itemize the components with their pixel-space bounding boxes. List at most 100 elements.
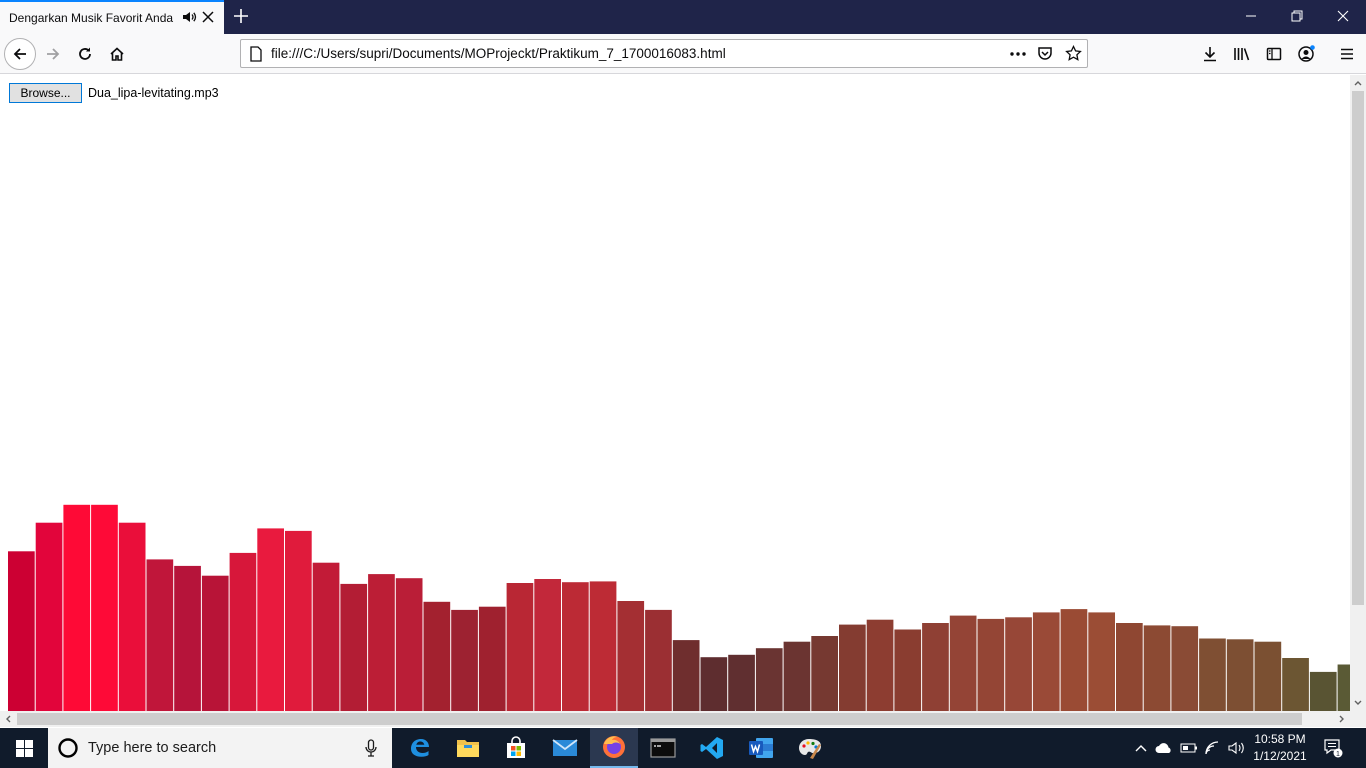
firefox-icon (603, 736, 625, 758)
pocket-icon[interactable] (1037, 45, 1053, 61)
sidebar-button[interactable] (1258, 38, 1290, 70)
scroll-down-arrow-icon[interactable] (1354, 699, 1362, 707)
visualizer-bar (1116, 623, 1143, 711)
taskbar-clock[interactable]: 10:58 PM 1/12/2021 (1248, 731, 1312, 765)
taskbar-terminal[interactable] (639, 728, 687, 768)
taskbar-vscode[interactable] (688, 728, 736, 768)
onedrive-tray[interactable] (1154, 738, 1174, 758)
bookmark-star-icon[interactable] (1065, 45, 1082, 62)
visualizer-bar (1226, 639, 1254, 711)
taskbar-file-explorer[interactable] (444, 728, 492, 768)
vertical-scroll-thumb[interactable] (1352, 91, 1364, 605)
scroll-up-arrow-icon[interactable] (1354, 79, 1362, 87)
visualizer-bar (728, 654, 755, 711)
reload-icon (79, 47, 91, 60)
network-tray[interactable] (1203, 738, 1223, 758)
microphone-icon[interactable] (364, 739, 378, 757)
taskbar-firefox[interactable] (590, 728, 638, 768)
visualizer-bar (35, 522, 63, 711)
vscode-icon (700, 737, 723, 759)
visualizer-bar (395, 578, 423, 711)
visualizer-bar (1254, 641, 1282, 711)
terminal-icon (650, 738, 676, 758)
wifi-icon (1205, 741, 1219, 755)
visualizer-bar (1171, 626, 1199, 711)
volume-icon (1228, 741, 1244, 755)
cortana-circle-icon (58, 738, 78, 758)
audio-visualizer (8, 504, 1350, 711)
vertical-scrollbar[interactable] (1350, 75, 1366, 711)
library-icon (1234, 48, 1250, 61)
volume-tray[interactable] (1227, 738, 1247, 758)
visualizer-bar (423, 601, 451, 711)
restore-button[interactable] (1274, 0, 1320, 32)
scroll-left-arrow-icon[interactable] (4, 715, 12, 723)
reload-button[interactable] (69, 38, 101, 70)
downloads-button[interactable] (1194, 38, 1226, 70)
home-icon (110, 47, 124, 61)
battery-tray[interactable] (1179, 738, 1199, 758)
visualizer-bar (174, 565, 201, 711)
forward-button[interactable] (37, 38, 69, 70)
visualizer-bar (922, 623, 949, 711)
home-button[interactable] (101, 38, 133, 70)
address-bar[interactable]: file:///C:/Users/supri/Documents/MOProje… (240, 39, 1088, 68)
visualizer-bar (91, 504, 118, 711)
visualizer-bar (839, 624, 866, 711)
visualizer-bar (1282, 658, 1309, 711)
notification-count: 1 (1336, 751, 1340, 758)
action-center-button[interactable]: 1 (1323, 738, 1343, 758)
cloud-icon (1155, 743, 1171, 753)
new-tab-icon[interactable] (232, 7, 250, 25)
library-button[interactable] (1226, 38, 1258, 70)
visualizer-bar (257, 528, 284, 711)
store-bag-icon (507, 736, 525, 758)
start-button[interactable] (0, 728, 48, 768)
visualizer-bar (589, 581, 617, 711)
horizontal-scroll-thumb[interactable] (17, 713, 1302, 725)
scroll-right-arrow-icon[interactable] (1338, 715, 1346, 723)
visualizer-bar (1088, 612, 1115, 711)
visualizer-bar (118, 522, 146, 711)
taskbar-word[interactable] (737, 728, 785, 768)
folder-icon (457, 740, 479, 757)
visualizer-bar (1060, 609, 1088, 711)
tab-active[interactable]: Dengarkan Musik Favorit Anda (0, 0, 224, 34)
minimize-button[interactable] (1228, 0, 1274, 32)
word-icon (749, 738, 773, 758)
page-content: Browse... Dua_lipa-levitating.mp3 (0, 75, 1350, 711)
show-hidden-icons-button[interactable] (1131, 738, 1151, 758)
page-actions-icon[interactable] (1009, 47, 1027, 61)
visualizer-bar (700, 657, 728, 711)
visualizer-bar (478, 606, 506, 711)
taskbar-store[interactable] (492, 728, 540, 768)
account-button[interactable] (1290, 38, 1322, 70)
taskbar-search-placeholder: Type here to search (88, 740, 217, 756)
speaker-icon[interactable] (181, 9, 197, 25)
taskbar: Type here to search (0, 728, 1366, 768)
visualizer-bar (949, 615, 977, 711)
visualizer-bar (562, 582, 589, 711)
url-text[interactable]: file:///C:/Users/supri/Documents/MOProje… (271, 46, 726, 61)
horizontal-scrollbar[interactable] (0, 711, 1350, 727)
visualizer-bar (506, 583, 534, 711)
close-window-button[interactable] (1320, 0, 1366, 32)
sidebar-icon (1266, 47, 1282, 61)
visualizer-bar (755, 648, 783, 711)
back-button[interactable] (4, 38, 36, 70)
menu-button[interactable] (1331, 38, 1363, 70)
browse-file-button[interactable]: Browse... (9, 83, 82, 103)
visualizer-bar (146, 559, 174, 711)
visualizer-bar (63, 504, 91, 711)
battery-icon (1180, 743, 1197, 753)
visualizer-bar (783, 641, 811, 711)
taskbar-search-box[interactable]: Type here to search (48, 728, 392, 768)
visualizer-bar (1199, 638, 1226, 711)
close-tab-icon[interactable] (201, 10, 215, 24)
visualizer-bar (617, 601, 645, 711)
taskbar-mail[interactable] (541, 728, 589, 768)
taskbar-edge[interactable] (396, 728, 444, 768)
visualizer-bar (340, 583, 368, 711)
taskbar-paint[interactable] (786, 728, 834, 768)
tab-title: Dengarkan Musik Favorit Anda (9, 11, 174, 25)
